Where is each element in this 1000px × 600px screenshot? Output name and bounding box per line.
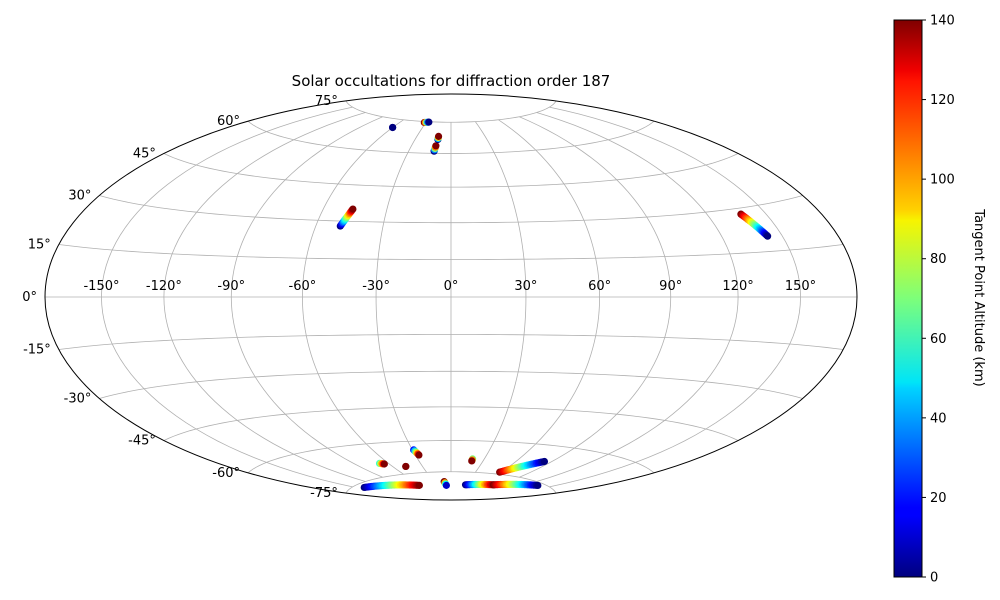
- occultation-point: [402, 462, 410, 471]
- occultation-point: [434, 132, 443, 140]
- occultation-point: [534, 481, 542, 490]
- occultation-point: [468, 457, 476, 465]
- lon-tick-label: -150°: [83, 279, 119, 294]
- occultation-point: [380, 460, 388, 468]
- lon-tick-label: 0°: [444, 279, 459, 294]
- lat-tick-label: -45°: [128, 434, 156, 449]
- axis-tick-labels: -150° -120° -90° -60° -30° 0° 30° 60° 90° 120° 150…: [22, 94, 816, 501]
- graticule-grid: [45, 100, 857, 494]
- lat-tick-label: -60°: [212, 466, 240, 481]
- lon-tick-label: -90°: [217, 279, 245, 294]
- colorbar-tick-label: 100: [930, 173, 955, 188]
- parallel-line: [99, 195, 803, 224]
- lon-tick-label: -30°: [362, 279, 390, 294]
- lon-tick-label: 90°: [659, 279, 682, 294]
- parallel-line: [58, 244, 844, 260]
- occultation-points: [336, 118, 772, 492]
- colorbar-tick-label: 140: [930, 14, 955, 29]
- lat-tick-label: -30°: [64, 392, 92, 407]
- colorbar-tick-label: 60: [930, 332, 947, 347]
- colorbar-tick-label: 0: [930, 571, 938, 586]
- occultation-point: [415, 481, 423, 489]
- occultation-point: [442, 481, 450, 489]
- parallel-line: [99, 370, 803, 399]
- lat-tick-label: -75°: [310, 486, 338, 501]
- lat-tick-label: 45°: [133, 147, 156, 162]
- lon-tick-label: 60°: [588, 279, 611, 294]
- parallel-line: [247, 120, 655, 154]
- occultation-point: [389, 123, 397, 132]
- lat-tick-label: 15°: [28, 238, 51, 253]
- colorbar-label: Tangent Point Altitude (km): [971, 208, 986, 386]
- lat-tick-label: 60°: [217, 114, 240, 129]
- parallel-line: [345, 471, 557, 494]
- lon-tick-label: 120°: [722, 279, 753, 294]
- colorbar-tick-label: 20: [930, 491, 947, 506]
- occultation-point: [349, 205, 357, 213]
- lon-tick-label: 30°: [514, 279, 537, 294]
- colorbar-tick-label: 120: [930, 93, 955, 108]
- occultation-point: [415, 451, 423, 459]
- lat-tick-label: 30°: [68, 189, 91, 204]
- occultation-point: [540, 457, 549, 466]
- colorbar-gradient: [893, 19, 923, 578]
- lon-tick-label: 150°: [785, 279, 816, 294]
- occultation-point: [764, 232, 772, 240]
- colorbar-tick-label: 40: [930, 411, 947, 426]
- parallel-line: [58, 334, 844, 350]
- colorbar: 0 20 40 60 80 100 120 140 Tangent Point Altitud…: [893, 14, 986, 586]
- map-boundary: [44, 93, 858, 501]
- parallel-line: [163, 153, 739, 188]
- colorbar-ticks: 0 20 40 60 80 100 120 140: [922, 14, 955, 586]
- lat-tick-label: -15°: [23, 343, 51, 358]
- lon-tick-label: -120°: [146, 279, 182, 294]
- parallel-line: [247, 440, 655, 474]
- lat-tick-label: 75°: [315, 94, 338, 109]
- lon-tick-label: -60°: [289, 279, 317, 294]
- lat-tick-label: 0°: [22, 290, 37, 305]
- chart-title: Solar occultations for diffraction order…: [292, 72, 611, 90]
- colorbar-tick-label: 80: [930, 252, 947, 267]
- parallel-line: [345, 100, 557, 123]
- occultation-point: [425, 118, 433, 126]
- occultation-point: [432, 142, 440, 150]
- parallel-line: [163, 406, 739, 441]
